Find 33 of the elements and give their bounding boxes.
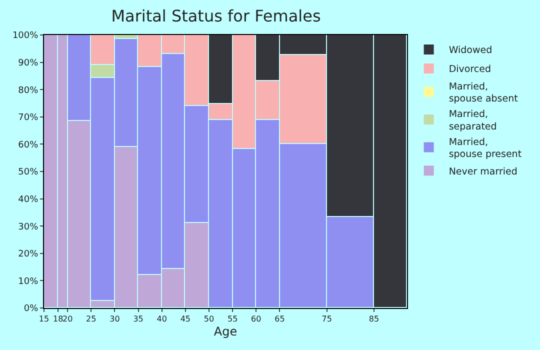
x-tick-label: 85: [368, 314, 380, 324]
x-tick-label: 60: [251, 314, 262, 324]
y-tick-label: 50%: [18, 168, 39, 178]
y-tick-label: 70%: [18, 113, 39, 124]
legend-label: Married, separated: [448, 109, 497, 132]
x-tick-label: 75: [322, 314, 332, 324]
x-tick-label: 30: [110, 314, 120, 324]
x-tick-label: 50: [204, 314, 214, 324]
y-tick-label: 100%: [12, 31, 39, 42]
y-tick-label: 90%: [18, 58, 39, 68]
x-tick-label: 35: [133, 314, 144, 324]
legend-label: Married, spouse present: [448, 136, 522, 160]
x-tick-label: 25: [86, 314, 96, 324]
x-tick-label: 65: [274, 314, 285, 324]
y-tick-label: 10%: [18, 276, 39, 287]
legend-label: Divorced: [448, 64, 492, 76]
x-axis-title: Age: [214, 324, 238, 338]
y-tick-label: 20%: [18, 250, 39, 260]
x-tick-label: 18: [53, 314, 64, 324]
x-tick-label: 20: [62, 314, 73, 324]
legend-label: Widowed: [448, 45, 492, 56]
y-tick-label: 30%: [18, 222, 39, 232]
legend-label: Never married: [448, 166, 518, 178]
x-tick-label: 40: [156, 314, 167, 324]
y-tick-label: 0%: [24, 304, 39, 314]
legend-label: Married, spouse absent: [448, 81, 518, 105]
y-tick-label: 40%: [18, 194, 39, 205]
x-tick-label: 45: [180, 314, 191, 324]
y-tick-label: 60%: [18, 140, 39, 150]
chart-title: Marital Status for Females: [111, 6, 321, 26]
y-tick-label: 80%: [18, 86, 39, 96]
x-tick-label: 15: [38, 314, 50, 324]
x-tick-label: 55: [227, 314, 238, 324]
